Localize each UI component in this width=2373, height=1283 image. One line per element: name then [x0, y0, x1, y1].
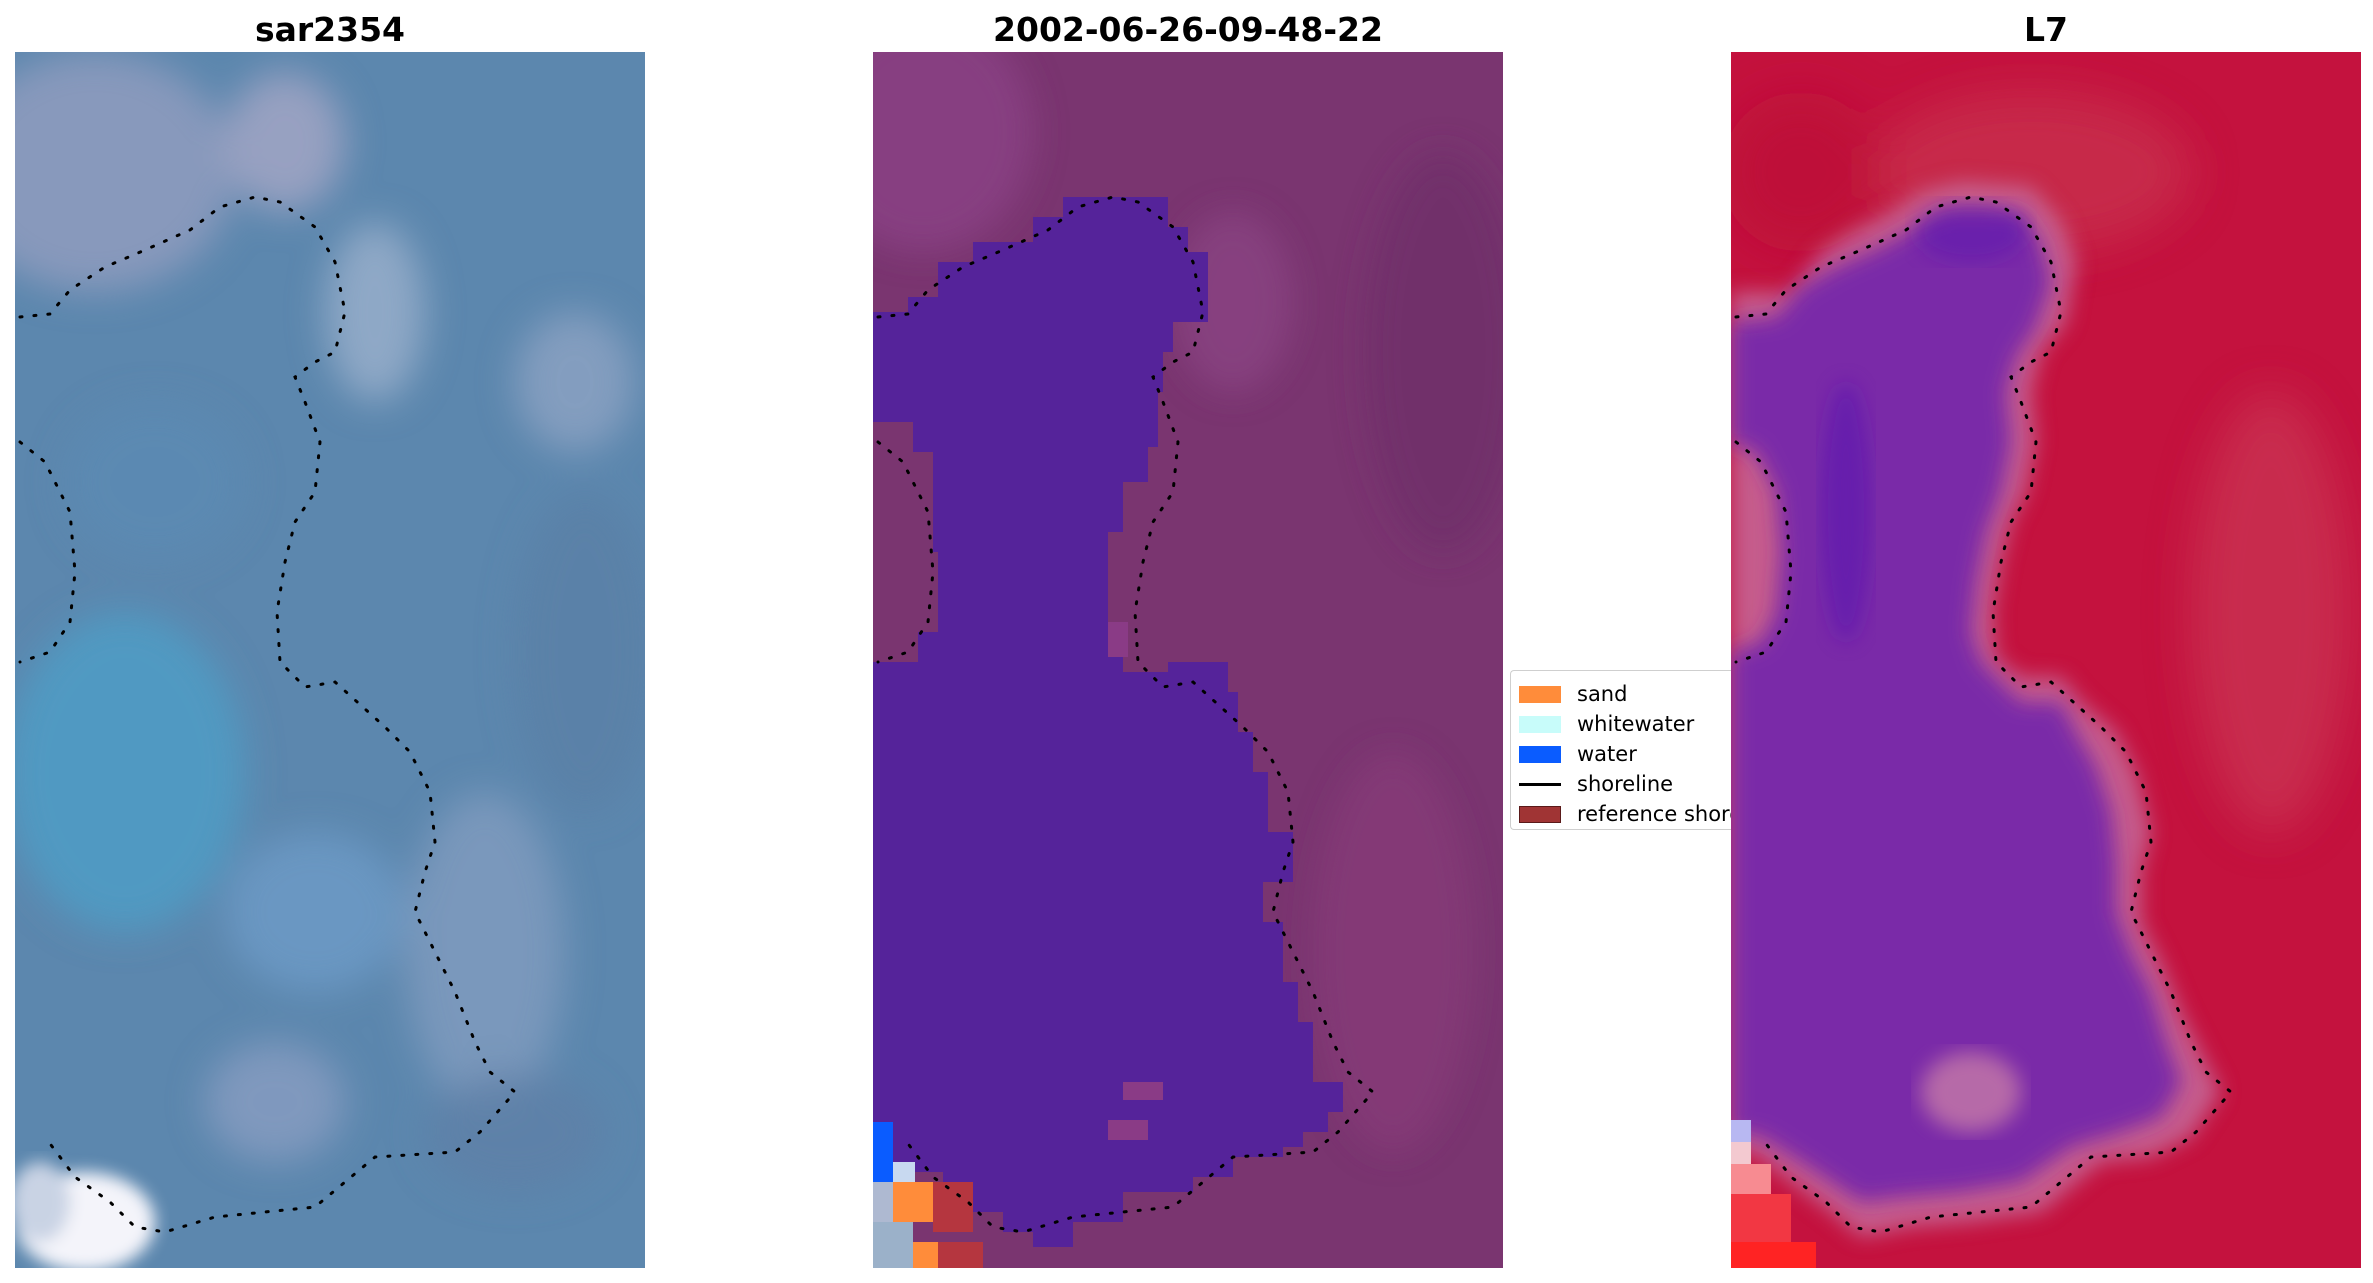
- shoreline-line-swatch: [1519, 782, 1561, 786]
- legend-item-sand: sand: [1519, 679, 1627, 709]
- legend: sand whitewater water shoreline referenc…: [1510, 670, 1733, 830]
- ndwi-image: [1731, 52, 2361, 1268]
- rgb-image: [15, 52, 645, 1268]
- water-swatch: [1519, 745, 1561, 763]
- legend-item-shoreline: shoreline: [1519, 769, 1673, 799]
- ndwi-panel-title: L7: [2024, 10, 2068, 49]
- sand-swatch: [1519, 685, 1561, 703]
- whitewater-swatch: [1519, 715, 1561, 733]
- legend-label-reference-shoreline: reference shoreline buffer: [1577, 802, 1733, 826]
- legend-item-water: water: [1519, 739, 1637, 769]
- legend-label-water: water: [1577, 742, 1637, 766]
- reference-shoreline-swatch: [1519, 805, 1561, 823]
- classified-image: [873, 52, 1503, 1268]
- legend-label-whitewater: whitewater: [1577, 712, 1695, 736]
- legend-item-whitewater: whitewater: [1519, 709, 1694, 739]
- legend-label-sand: sand: [1577, 682, 1628, 706]
- legend-label-shoreline: shoreline: [1577, 772, 1674, 796]
- legend-item-reference-shoreline: reference shoreline buffer: [1519, 799, 1733, 829]
- classified-panel-title: 2002-06-26-09-48-22: [993, 10, 1383, 49]
- rgb-panel-title: sar2354: [254, 10, 406, 49]
